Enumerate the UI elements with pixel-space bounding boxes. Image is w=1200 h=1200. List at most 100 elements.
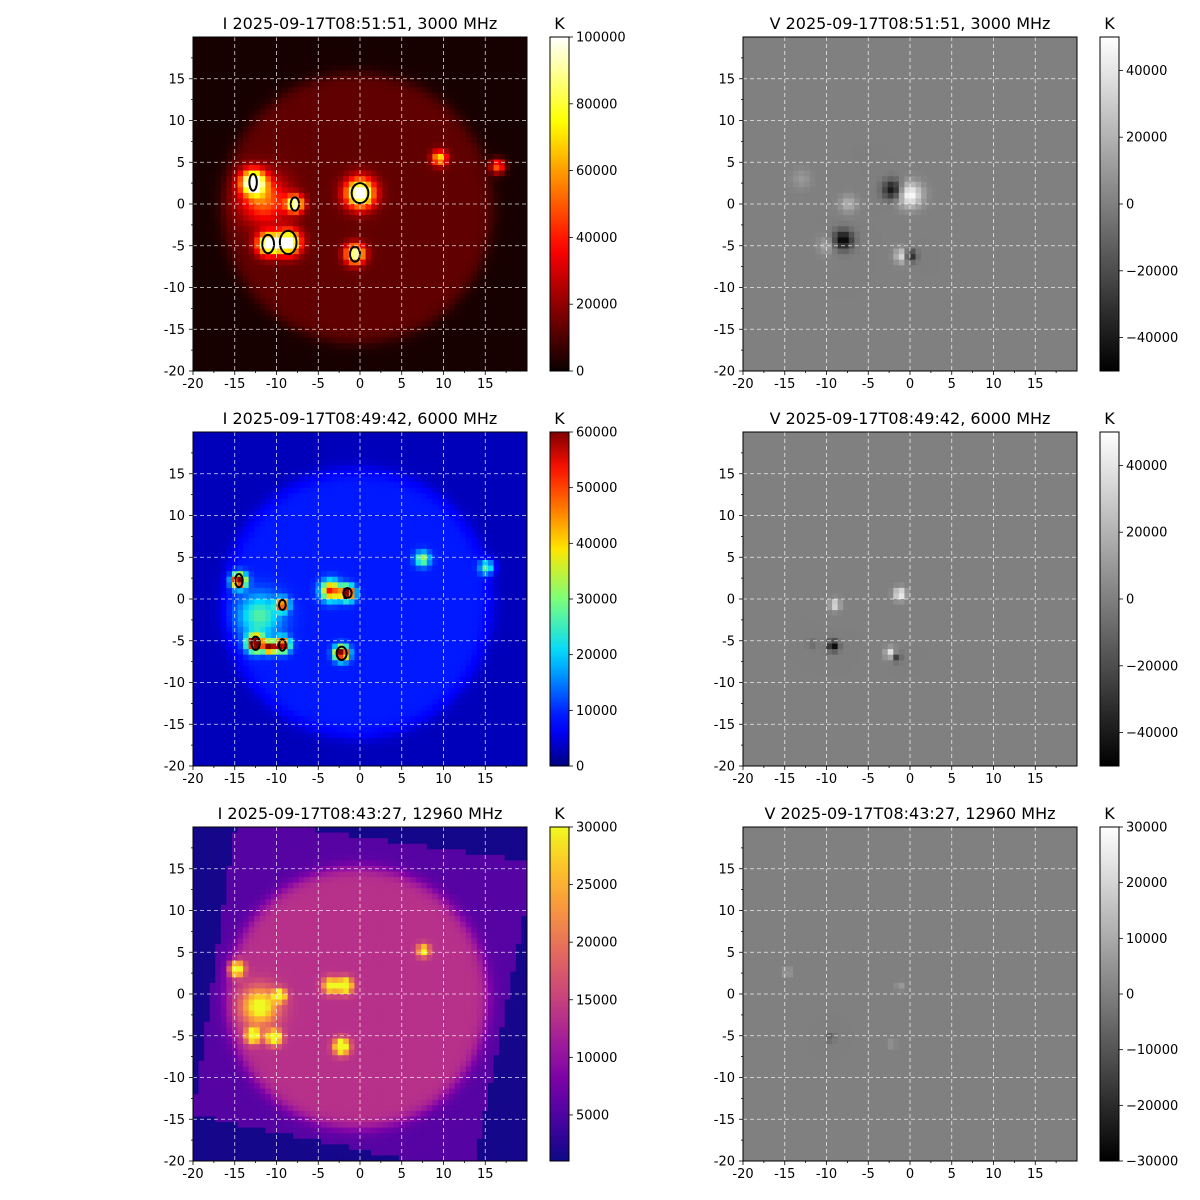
- x-tick-label: 0: [906, 377, 914, 392]
- x-tick-label: -5: [862, 1167, 875, 1182]
- x-tick-label: -10: [266, 772, 287, 787]
- colorbar-tick-label: 40000: [1126, 64, 1167, 79]
- x-tick-label: -5: [862, 772, 875, 787]
- x-tick-label: 15: [477, 377, 494, 392]
- x-tick-label: -15: [224, 1167, 245, 1182]
- x-tick-label: 10: [985, 772, 1002, 787]
- panel-title: V 2025-09-17T08:43:27, 12960 MHz: [764, 804, 1055, 823]
- colorbar-gradient: [549, 826, 570, 1162]
- x-tick-label: -20: [732, 1167, 753, 1182]
- panel-2: V 2025-09-17T08:51:51, 3000 MHz -20 -15 -10…: [714, 14, 1178, 392]
- colorbar: 5000 10000 15000 20000 25000 30000 K: [549, 804, 617, 1162]
- colorbar-tick-label: 20000: [576, 298, 617, 313]
- y-tick-label: -5: [172, 634, 185, 649]
- colorbar-tick-label: −30000: [1126, 1155, 1178, 1170]
- colorbar-tick-label: 30000: [1126, 821, 1167, 836]
- x-tick-label: 5: [398, 772, 406, 787]
- x-tick-label: -20: [182, 772, 203, 787]
- panel-title: V 2025-09-17T08:51:51, 3000 MHz: [770, 14, 1051, 33]
- colorbar-tick-label: 15000: [576, 993, 617, 1008]
- x-tick-label: 15: [477, 772, 494, 787]
- y-tick-label: -10: [164, 1071, 185, 1086]
- y-tick-label: 15: [718, 467, 735, 482]
- colorbar-tick-label: 5000: [576, 1108, 609, 1123]
- x-tick-label: -20: [732, 772, 753, 787]
- y-tick-label: 0: [727, 988, 735, 1003]
- y-tick-label: -10: [714, 281, 735, 296]
- contour: [261, 233, 275, 255]
- x-tick-label: -5: [312, 772, 325, 787]
- y-tick-label: -20: [714, 1155, 735, 1170]
- x-tick-label: 0: [356, 1167, 364, 1182]
- colorbar-unit-label: K: [554, 409, 565, 428]
- colorbar-tick-label: 20000: [576, 936, 617, 951]
- colorbar-tick-label: 80000: [576, 97, 617, 112]
- y-tick-label: -5: [722, 239, 735, 254]
- colorbar-tick-label: 50000: [576, 481, 617, 496]
- x-tick-label: 0: [356, 377, 364, 392]
- x-tick-label: -10: [816, 772, 837, 787]
- x-tick-label: -10: [816, 377, 837, 392]
- x-tick-label: 10: [435, 772, 452, 787]
- contour: [248, 172, 258, 192]
- colorbar-tick-label: 30000: [576, 593, 617, 608]
- colorbar-tick-label: −10000: [1126, 1043, 1178, 1058]
- panel-3: I 2025-09-17T08:49:42, 6000 MHz -20 -15 -10…: [164, 409, 618, 787]
- colorbar-tick-label: −20000: [1126, 1099, 1178, 1114]
- colorbar-tick-label: 60000: [576, 164, 617, 179]
- x-tick-label: -15: [774, 772, 795, 787]
- colorbar-tick-label: 10000: [1126, 932, 1167, 947]
- colorbar-tick-label: 0: [1126, 988, 1134, 1003]
- colorbar: −40000 −20000 0 20000 40000 K: [1099, 409, 1178, 767]
- y-tick-label: -10: [164, 281, 185, 296]
- colorbar-tick-label: −20000: [1126, 264, 1178, 279]
- colorbar-tick-label: −40000: [1126, 331, 1178, 346]
- colorbar-unit-label: K: [1104, 14, 1115, 33]
- y-tick-label: -15: [714, 1113, 735, 1128]
- colorbar-tick-label: 0: [576, 365, 584, 380]
- y-tick-label: -15: [164, 323, 185, 338]
- colorbar: −40000 −20000 0 20000 40000 K: [1099, 14, 1178, 372]
- contour: [342, 587, 353, 600]
- panel-title: V 2025-09-17T08:49:42, 6000 MHz: [770, 409, 1051, 428]
- x-tick-label: 5: [398, 377, 406, 392]
- y-tick-label: 5: [177, 156, 185, 171]
- x-tick-label: -10: [266, 377, 287, 392]
- colorbar-tick-label: 60000: [576, 426, 617, 441]
- y-tick-label: 15: [718, 862, 735, 877]
- colorbar-tick-label: −20000: [1126, 659, 1178, 674]
- heatmap-image: [193, 432, 527, 766]
- y-tick-label: -20: [714, 760, 735, 775]
- x-tick-label: -20: [732, 377, 753, 392]
- contour: [278, 229, 298, 256]
- colorbar-gradient: [549, 36, 570, 372]
- x-tick-label: 15: [1027, 772, 1044, 787]
- y-tick-label: 0: [177, 593, 185, 608]
- y-tick-label: -10: [164, 676, 185, 691]
- y-tick-label: 10: [718, 509, 735, 524]
- contour: [250, 635, 261, 651]
- x-tick-label: 15: [1027, 377, 1044, 392]
- x-tick-label: -15: [774, 377, 795, 392]
- contour: [350, 182, 370, 205]
- colorbar-tick-label: 25000: [576, 878, 617, 893]
- colorbar-tick-label: 10000: [576, 1051, 617, 1066]
- y-tick-label: 10: [168, 904, 185, 919]
- panel-1: I 2025-09-17T08:51:51, 3000 MHz -20 -15 -10…: [164, 14, 626, 392]
- colorbar-tick-label: 20000: [1126, 131, 1167, 146]
- panel-4: V 2025-09-17T08:49:42, 6000 MHz -20 -15 -10…: [714, 409, 1178, 787]
- y-tick-label: -5: [172, 239, 185, 254]
- contour: [278, 598, 287, 611]
- panel-6: V 2025-09-17T08:43:27, 12960 MHz -20 -15 -1…: [714, 804, 1178, 1182]
- colorbar-tick-label: 10000: [576, 704, 617, 719]
- colorbar: 0 10000 20000 30000 40000 50000 60000 K: [549, 409, 617, 775]
- contour: [335, 645, 348, 661]
- colorbar-gradient: [1099, 36, 1120, 372]
- x-tick-label: -20: [182, 1167, 203, 1182]
- colorbar-tick-label: 20000: [576, 648, 617, 663]
- y-tick-label: -15: [714, 718, 735, 733]
- colorbar-tick-label: 40000: [1126, 459, 1167, 474]
- colorbar-tick-label: 0: [576, 760, 584, 775]
- x-tick-label: -15: [224, 772, 245, 787]
